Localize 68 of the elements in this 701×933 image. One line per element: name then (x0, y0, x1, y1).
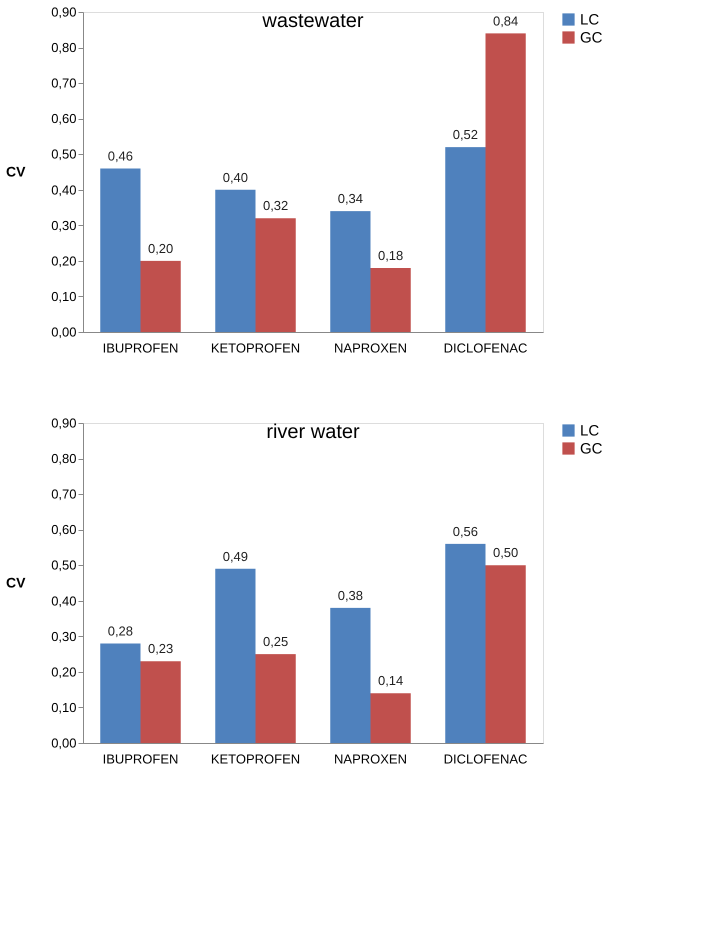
y-tick-label: 0,20 (51, 664, 76, 680)
y-tick-label: 0,70 (51, 486, 76, 502)
bar (140, 260, 181, 332)
data-label: 0,38 (338, 588, 364, 603)
data-label: 0,32 (262, 198, 288, 214)
x-tick-label: DICLOFENAC (444, 752, 528, 766)
x-tick-label: IBUPROFEN (102, 752, 178, 766)
data-label: 0,34 (338, 191, 364, 206)
x-tick-label: NAPROXEN (334, 340, 407, 356)
data-label: 0,40 (222, 170, 248, 185)
bar (486, 33, 526, 332)
y-tick-label: 0,90 (51, 4, 76, 20)
data-label: 0,25 (262, 634, 288, 650)
data-label: 0,46 (108, 148, 134, 164)
y-tick-label: 0,30 (51, 218, 76, 233)
y-tick-label: 0,40 (51, 182, 76, 198)
y-tick-label: 0,00 (51, 736, 76, 750)
legend-label: LC (580, 12, 600, 28)
chart-title: river water (266, 421, 360, 443)
bar (256, 654, 296, 743)
data-label: 0,49 (222, 548, 248, 564)
y-axis-title: CV (6, 164, 26, 180)
x-tick-label: DICLOFENAC (444, 340, 528, 356)
y-tick-label: 0,10 (51, 700, 76, 715)
y-axis-title: CV (6, 574, 26, 590)
chart-title: wastewater (261, 10, 364, 32)
data-label: 0,18 (378, 248, 404, 263)
bar (370, 268, 411, 332)
bar (140, 661, 181, 743)
y-tick-label: 0,00 (51, 324, 76, 340)
x-tick-label: KETOPROFEN (210, 340, 300, 356)
bar (256, 218, 296, 332)
bar (330, 608, 370, 743)
legend-label: GC (580, 440, 603, 458)
bar (330, 211, 370, 332)
bar (445, 544, 486, 743)
bar (100, 643, 140, 743)
bar (100, 168, 140, 332)
x-tick-label: NAPROXEN (334, 752, 407, 766)
y-tick-label: 0,70 (51, 76, 76, 91)
data-label: 0,23 (148, 641, 174, 656)
data-label: 0,56 (452, 524, 478, 539)
y-tick-label: 0,50 (51, 146, 76, 162)
data-label: 0,20 (148, 240, 174, 256)
bar (215, 190, 256, 332)
y-tick-label: 0,80 (51, 40, 76, 56)
legend-label: GC (580, 30, 603, 46)
data-label: 0,52 (452, 127, 478, 142)
data-label: 0,84 (492, 13, 518, 28)
y-tick-label: 0,30 (51, 628, 76, 644)
bar (486, 565, 526, 743)
y-tick-label: 0,90 (51, 416, 76, 430)
y-tick-label: 0,60 (51, 111, 76, 126)
y-tick-label: 0,40 (51, 593, 76, 608)
data-label: 0,14 (378, 673, 404, 688)
x-tick-label: IBUPROFEN (102, 340, 178, 356)
data-label: 0,28 (108, 623, 134, 638)
y-tick-label: 0,80 (51, 451, 76, 466)
y-tick-label: 0,10 (51, 288, 76, 304)
y-tick-label: 0,20 (51, 253, 76, 268)
x-tick-label: KETOPROFEN (210, 752, 300, 766)
y-tick-label: 0,60 (51, 522, 76, 538)
bar (370, 693, 411, 743)
data-label: 0,50 (492, 545, 518, 560)
bar (445, 147, 486, 332)
bar (215, 568, 256, 743)
legend-label: LC (580, 422, 600, 440)
y-tick-label: 0,50 (51, 558, 76, 573)
